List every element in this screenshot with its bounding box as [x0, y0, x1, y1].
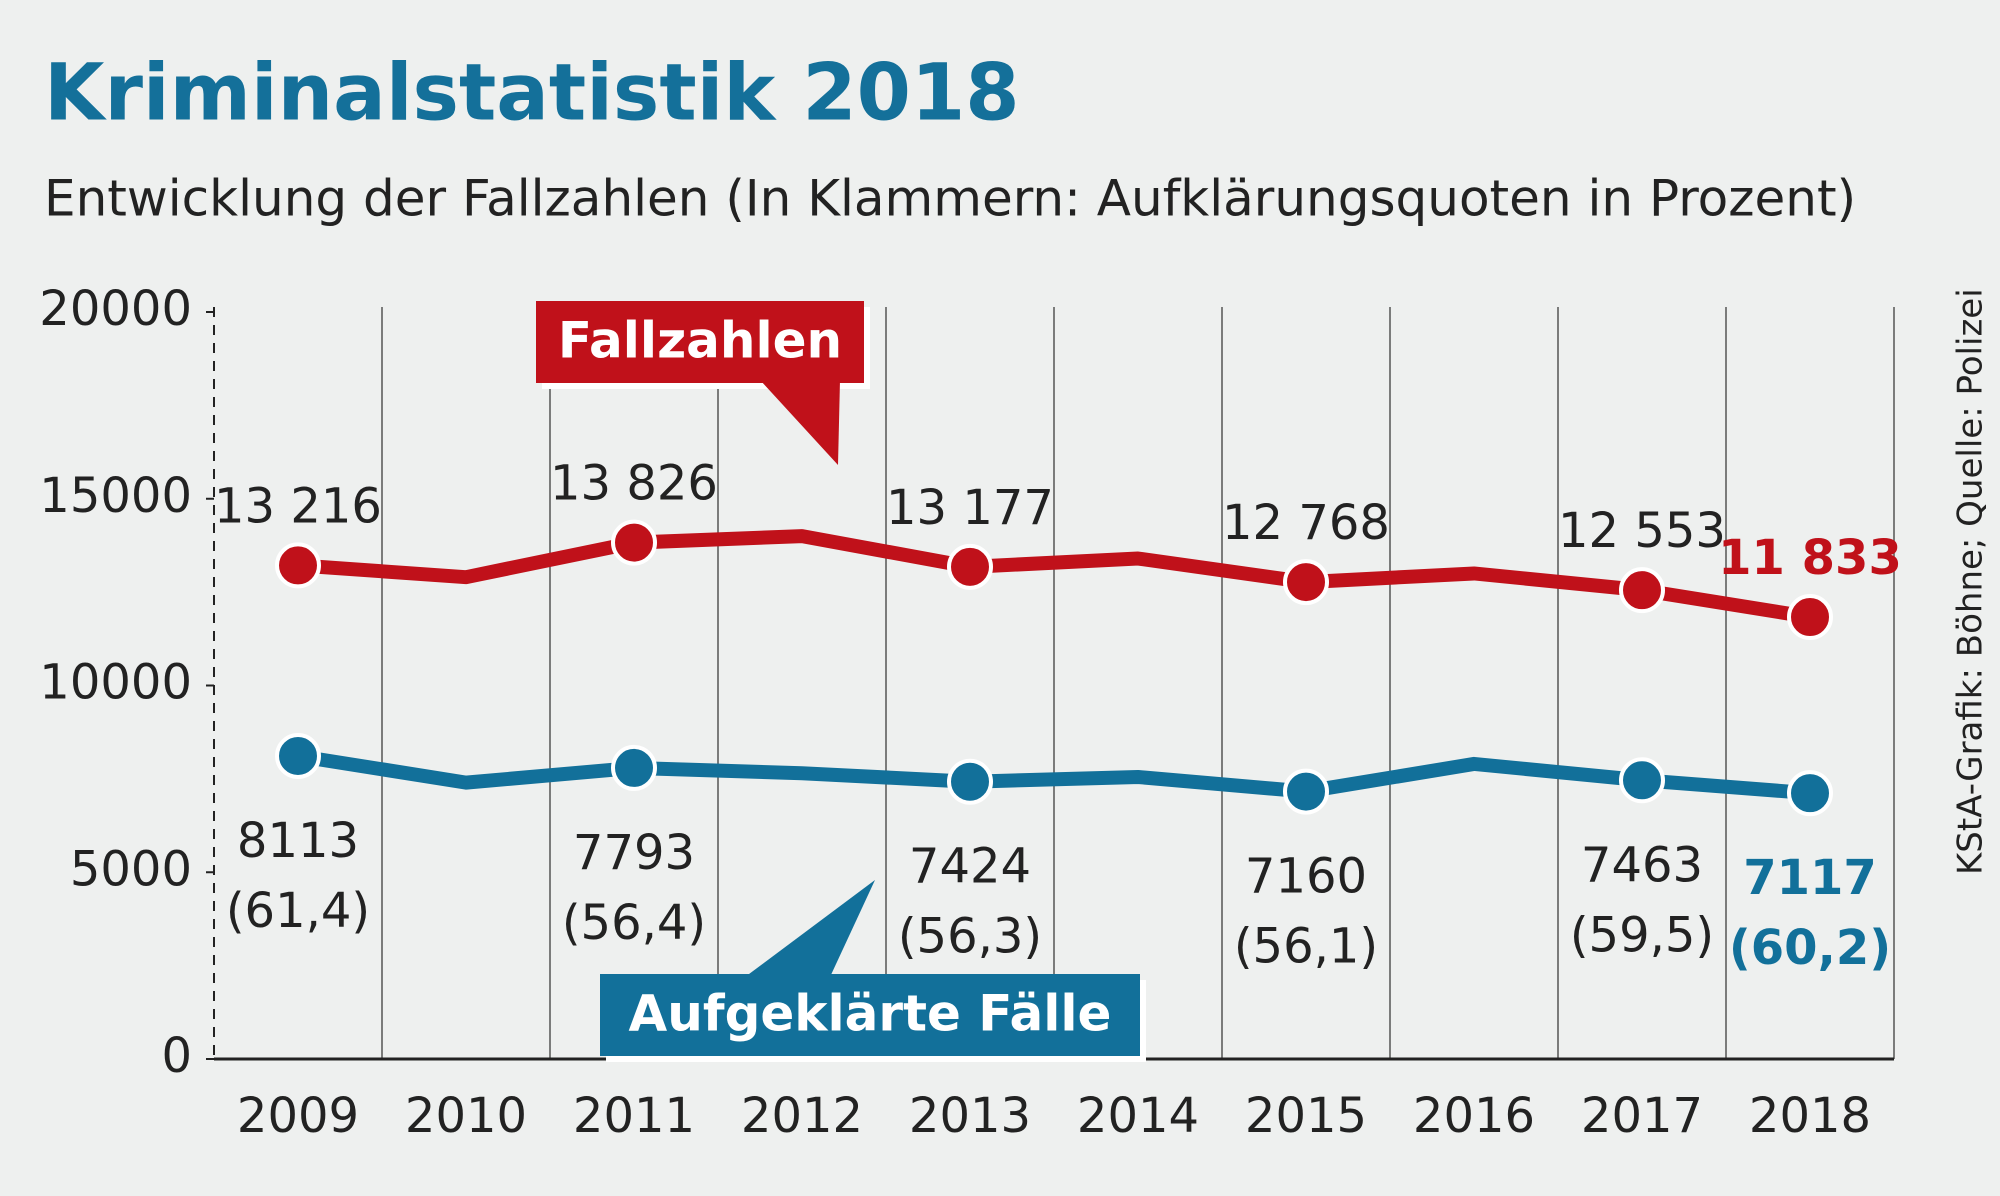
y-tick-label: 0 [161, 1028, 192, 1084]
quote-label: (56,4) [562, 895, 706, 951]
y-tick-label: 10000 [39, 655, 192, 711]
quote-label: (56,1) [1234, 919, 1378, 975]
data-label: 7424 [909, 839, 1031, 895]
data-label: 12 768 [1222, 495, 1390, 551]
data-label: 7463 [1581, 837, 1703, 893]
data-label: 7793 [573, 825, 695, 881]
chart-title: Kriminalstatistik 2018 [44, 48, 1020, 138]
y-tick-label: 5000 [70, 841, 192, 897]
data-label: 13 826 [550, 456, 718, 512]
quote-label: (59,5) [1570, 907, 1714, 963]
point [611, 519, 657, 566]
point [1283, 768, 1329, 815]
data-label: 11 833 [1718, 530, 1902, 586]
y-tick-label: 15000 [39, 468, 192, 524]
quote-label: (61,4) [226, 883, 370, 939]
chart-subtitle: Entwicklung der Fallzahlen (In Klammern:… [44, 170, 1856, 228]
point [275, 732, 321, 779]
x-tick-label: 2010 [405, 1088, 527, 1144]
quote-label: (56,3) [898, 909, 1042, 965]
point [1787, 770, 1833, 817]
data-label: 12 553 [1558, 503, 1726, 559]
legend-label: Aufgeklärte Fälle [629, 985, 1112, 1043]
callout-box [536, 301, 864, 383]
point [947, 758, 993, 805]
data-label: 13 216 [214, 478, 382, 534]
data-label: 7160 [1245, 849, 1367, 905]
point [275, 542, 321, 589]
data-label: 13 177 [886, 480, 1054, 536]
point [1283, 559, 1329, 606]
source: KStA-Grafik: Böhne; Quelle: Polizei [1951, 288, 1991, 875]
quote-label: (60,2) [1729, 920, 1891, 976]
x-tick-label: 2016 [1413, 1088, 1535, 1144]
y-tick-label: 20000 [39, 281, 192, 337]
x-tick-label: 2014 [1077, 1088, 1199, 1144]
callout-box [600, 974, 1140, 1056]
callout-tail [745, 880, 875, 977]
series-line [297, 529, 1812, 624]
x-tick-label: 2011 [573, 1088, 695, 1144]
x-tick-label: 2015 [1245, 1088, 1367, 1144]
data-label: 7117 [1743, 850, 1877, 906]
legend-label: Fallzahlen [558, 312, 842, 370]
point [611, 744, 657, 791]
x-tick-label: 2012 [741, 1088, 863, 1144]
point [1619, 567, 1665, 614]
x-tick-label: 2018 [1749, 1088, 1871, 1144]
x-tick-label: 2017 [1581, 1088, 1703, 1144]
x-tick-label: 2009 [237, 1088, 359, 1144]
series-line [296, 749, 1811, 801]
point [1787, 594, 1833, 641]
x-tick-label: 2013 [909, 1088, 1031, 1144]
callout-tail [760, 380, 840, 465]
point [1619, 757, 1665, 804]
data-label: 8113 [237, 813, 359, 869]
point [947, 543, 993, 590]
